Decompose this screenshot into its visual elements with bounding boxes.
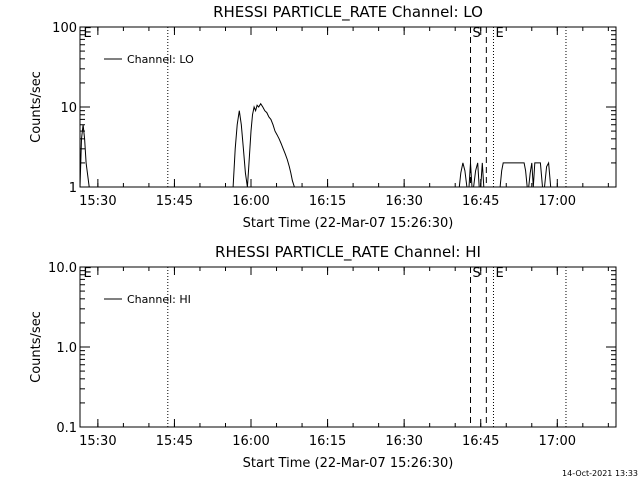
x-tick-label-hi: 16:45	[462, 434, 499, 449]
axis-ticks-hi: 15:30 15:45 16:00 16:15 16:30 16:45 17:00 0.1 1.…	[48, 261, 616, 449]
y-axis-label-lo: Counts/sec	[29, 71, 44, 143]
x-tick-label-hi: 15:45	[156, 434, 193, 449]
event-marker-label-hi: E	[84, 266, 92, 281]
x-tick-label-lo: 16:00	[232, 194, 269, 209]
x-tick-label-lo: 16:15	[309, 194, 346, 209]
y-axis-label-hi: Counts/sec	[29, 311, 44, 383]
x-tick-label-hi: 17:00	[539, 434, 576, 449]
y-tick-label-lo: 1	[69, 181, 77, 196]
x-tick-label-lo: 15:30	[79, 194, 116, 209]
x-tick-label-hi: 16:15	[309, 434, 346, 449]
legend-lo: Channel: LO	[104, 53, 194, 66]
x-tick-label-hi: 15:30	[79, 434, 116, 449]
series-lo	[79, 102, 554, 188]
axis-ticks-lo: 15:30 15:45 16:00 16:15 16:30 16:45 17:00 1 10 10…	[52, 21, 616, 209]
legend-label-lo: Channel: LO	[127, 53, 194, 66]
event-marker-label-lo: E	[495, 26, 503, 41]
legend-hi: Channel: HI	[104, 293, 191, 306]
x-tick-label-lo: 16:45	[462, 194, 499, 209]
x-axis-label-hi: Start Time (22-Mar-07 15:26:30)	[243, 456, 454, 471]
y-tick-label-hi: 10.0	[48, 261, 77, 276]
chart-title-lo: RHESSI PARTICLE_RATE Channel: LO	[213, 3, 483, 22]
generation-timestamp: 14-Oct-2021 13:33	[562, 469, 638, 478]
y-tick-label-lo: 100	[52, 21, 77, 36]
y-tick-label-lo: 10	[60, 101, 77, 116]
event-marker-label-hi: S	[473, 266, 481, 281]
y-tick-label-hi: 1.0	[56, 341, 77, 356]
legend-label-hi: Channel: HI	[127, 293, 191, 306]
chart-title-hi: RHESSI PARTICLE_RATE Channel: HI	[215, 243, 481, 262]
event-marker-label-lo: E	[84, 26, 92, 41]
x-tick-label-lo: 15:45	[156, 194, 193, 209]
event-marker-label-lo: S	[473, 26, 481, 41]
x-tick-label-hi: 16:30	[385, 434, 422, 449]
x-tick-label-hi: 16:00	[232, 434, 269, 449]
y-tick-label-hi: 0.1	[56, 421, 77, 436]
event-marker-label-hi: E	[495, 266, 503, 281]
plot-frame-hi	[79, 266, 617, 428]
x-tick-label-lo: 16:30	[385, 194, 422, 209]
series-line-lo	[79, 102, 554, 188]
x-axis-label-lo: Start Time (22-Mar-07 15:26:30)	[243, 216, 454, 231]
x-tick-label-lo: 17:00	[539, 194, 576, 209]
